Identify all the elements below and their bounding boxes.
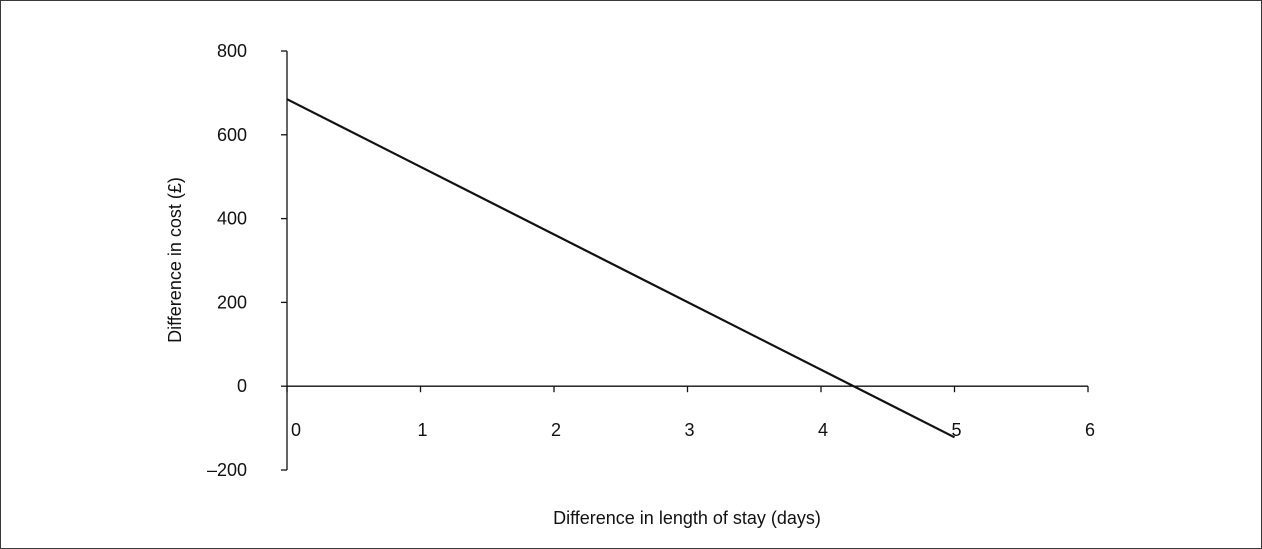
y-tick-label: –200: [207, 460, 247, 480]
x-tick-label: 3: [684, 420, 694, 440]
y-tick-label: 600: [217, 125, 247, 145]
y-axis-title: Difference in cost (£): [165, 177, 185, 343]
y-tick-label: 0: [237, 376, 247, 396]
y-tick-label: 200: [217, 292, 247, 312]
x-tick-label: 4: [818, 420, 828, 440]
x-tick-label: 1: [417, 420, 427, 440]
series-layer: [286, 98, 955, 439]
x-tick-label: 6: [1085, 420, 1095, 440]
y-axis: –200 0 200 400 600 800: [207, 41, 288, 480]
x-tick-label: 5: [951, 420, 961, 440]
series-line: [286, 98, 955, 439]
y-tick-label: 400: [217, 209, 247, 229]
x-tick-label: 2: [551, 420, 561, 440]
y-tick-label: 800: [217, 41, 247, 61]
x-axis: 0 1 2 3 4 5 6: [286, 385, 1095, 440]
x-tick-label: 0: [291, 420, 301, 440]
x-axis-title: Difference in length of stay (days): [553, 508, 821, 528]
